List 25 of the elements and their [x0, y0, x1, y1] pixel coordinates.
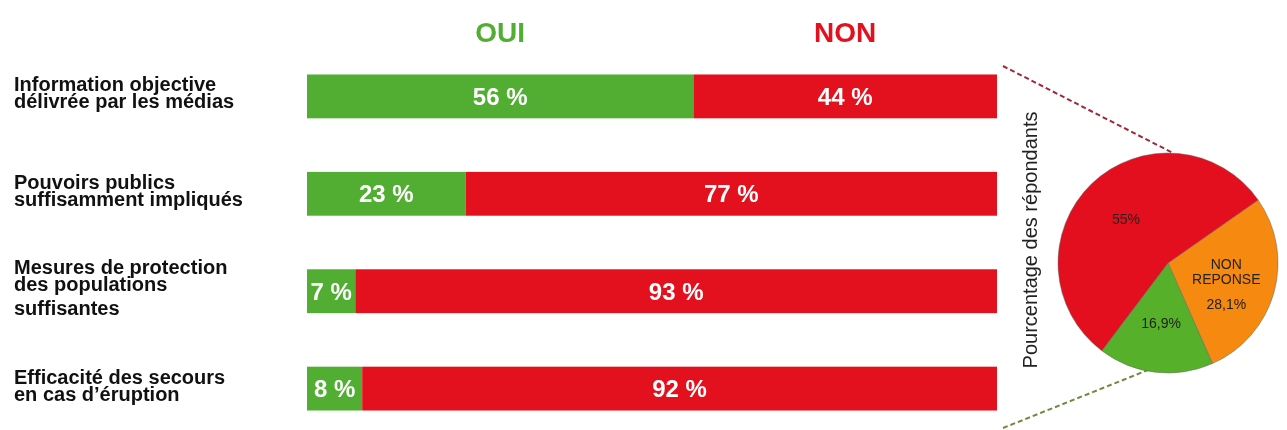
y-tick-label: Pouvoirs publics suffisamment impliqués: [14, 170, 243, 210]
slice-label: NON REPONSE: [1192, 256, 1261, 288]
data-label: 92 %: [652, 375, 707, 402]
bar: [307, 74, 694, 119]
y-tick-label: Efficacité des secours en cas d’éruption: [14, 365, 226, 405]
series-label: OUI: [475, 16, 526, 48]
bar: [355, 269, 997, 314]
data-label: 28,1%: [1206, 296, 1247, 313]
data-label: 55%: [1111, 211, 1140, 228]
data-label: 8 %: [313, 375, 356, 402]
data-label: 93 %: [648, 277, 704, 305]
data-label: 44 %: [817, 82, 873, 110]
y-tick-label: Mesures de protection des populations suffisantes: [14, 256, 228, 320]
bar: [465, 171, 997, 216]
series-label: NON: [814, 16, 877, 48]
bar: [693, 74, 997, 119]
bar: [307, 171, 466, 216]
bar: [362, 366, 997, 411]
text: Pourcentage des répondants: [1019, 111, 1041, 369]
data-label: 16,9%: [1141, 315, 1181, 331]
data-label: 23 %: [359, 180, 414, 208]
data-label: 77 %: [704, 180, 759, 208]
data-label: 56 %: [472, 82, 528, 110]
data-label: 7 %: [310, 277, 352, 305]
y-tick-label: Information objective délivrée par les médias: [14, 73, 235, 113]
